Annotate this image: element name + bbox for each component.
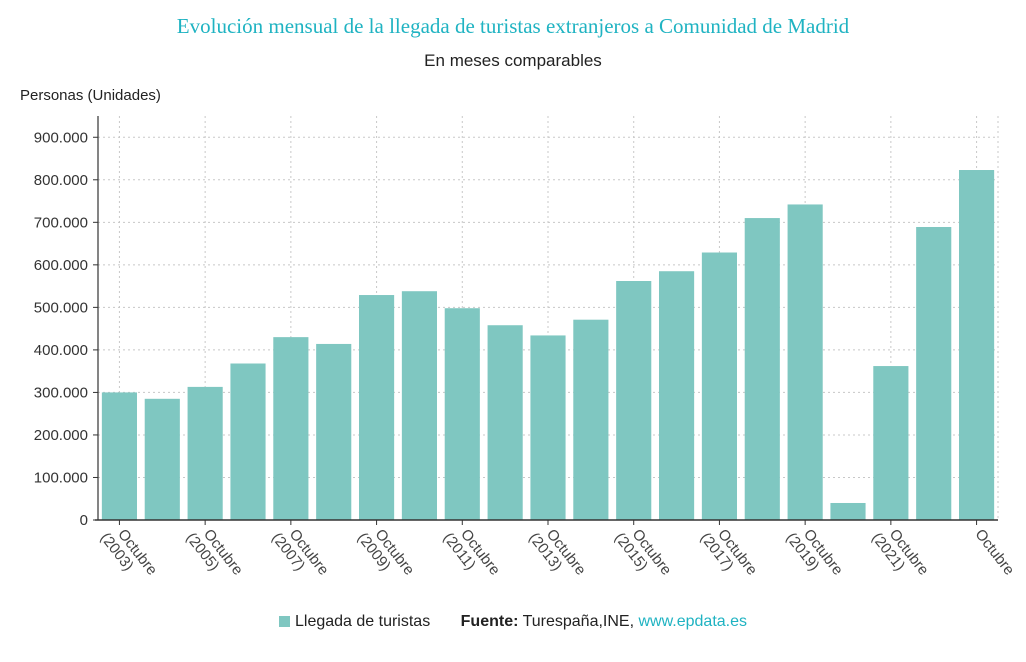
x-tick-label: Octubre(2011) (440, 520, 504, 589)
bar (487, 325, 523, 520)
y-tick-label: 400.000 (34, 342, 88, 359)
chart-title: Evolución mensual de la llegada de turis… (176, 14, 850, 38)
x-tick-label: Octubre(2017) (697, 520, 761, 589)
bar (616, 281, 652, 520)
bar (359, 295, 395, 520)
x-tick-label: Octubre(2009) (354, 520, 418, 589)
bar (187, 386, 223, 520)
y-tick-label: 500.000 (34, 299, 88, 316)
y-tick-label: 600.000 (34, 257, 88, 274)
bar (830, 502, 866, 520)
bar (273, 337, 309, 520)
bar (144, 398, 180, 520)
y-tick-label: 700.000 (34, 214, 88, 231)
bar (916, 226, 952, 520)
bar (530, 335, 566, 520)
bar (230, 363, 266, 520)
x-tick-label: Octubre(2013) (525, 520, 589, 589)
legend-series-label: Llegada de turistas (294, 613, 431, 630)
x-tick-label: Octubre(2015) (611, 520, 675, 589)
y-tick-label: 0 (80, 512, 88, 529)
x-tick-label: Octubre(2021) (868, 520, 932, 589)
legend-swatch (278, 616, 290, 627)
bar (873, 366, 909, 520)
x-tick-label: Octubre(2005) (182, 520, 246, 589)
x-tick-label: Octubre (971, 526, 1017, 579)
bar (787, 204, 823, 520)
x-tick-label: Octubre(2003) (97, 520, 161, 589)
chart-subtitle: En meses comparables (424, 51, 602, 70)
source-text: Turespaña,INE, (522, 613, 635, 630)
y-tick-label: 900.000 (34, 129, 88, 146)
bar (959, 170, 995, 520)
source-label: Fuente: (460, 613, 519, 630)
y-tick-label: 800.000 (34, 172, 88, 189)
bar (101, 392, 137, 520)
bar (401, 291, 437, 520)
y-tick-label: 300.000 (34, 384, 88, 401)
bar (659, 271, 695, 520)
legend: Llegada de turistas Fuente: Turespaña,IN… (0, 613, 1026, 631)
bar (444, 308, 480, 520)
y-tick-label: 100.000 (34, 469, 88, 486)
y-axis-label: Personas (Unidades) (20, 87, 161, 104)
bar (316, 343, 352, 520)
y-tick-label: 200.000 (34, 427, 88, 444)
x-tick-label: Octubre(2007) (268, 520, 332, 589)
bar (744, 218, 780, 520)
bar (573, 319, 609, 520)
x-tick-label: Octubre(2019) (782, 520, 846, 589)
source-link[interactable]: www.epdata.es (638, 613, 748, 630)
bar (701, 252, 737, 521)
